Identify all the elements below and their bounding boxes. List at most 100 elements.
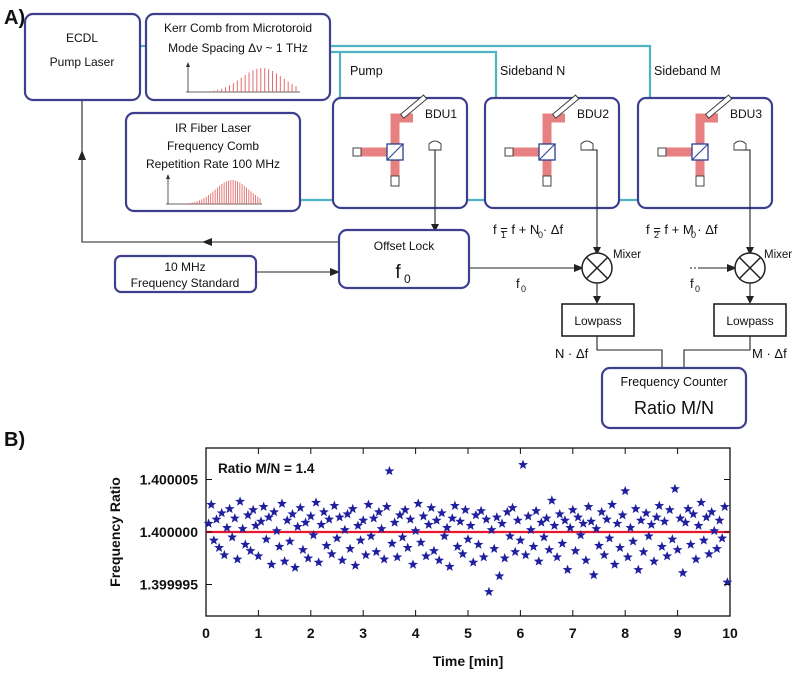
data-point xyxy=(347,503,358,514)
data-point xyxy=(491,512,502,522)
data-point xyxy=(342,508,353,519)
svg-text:f: f xyxy=(516,276,520,291)
data-point xyxy=(324,514,335,524)
data-point xyxy=(444,561,455,571)
bdu3-label: BDU3 xyxy=(730,107,762,121)
ecdl-pump-laser-box: ECDL Pump Laser xyxy=(23,12,142,102)
data-point xyxy=(455,516,466,526)
mixer-1-label: Mixer xyxy=(613,249,641,261)
n-delta-f-label: N · Δf xyxy=(555,346,589,361)
freq-std-line2: Frequency Standard xyxy=(131,276,240,290)
y-axis-ticks: 1.399995 1.400000 1.400005 xyxy=(140,472,730,593)
data-point xyxy=(353,520,363,530)
data-point xyxy=(680,517,691,527)
data-point xyxy=(457,548,468,559)
data-point xyxy=(240,539,251,549)
data-point xyxy=(300,517,311,527)
data-point xyxy=(465,520,476,530)
mixer-2-label: Mixer xyxy=(764,249,792,261)
mixer-2-icon xyxy=(734,252,766,284)
x-tick-label: 3 xyxy=(359,625,367,641)
data-point xyxy=(554,508,565,519)
data-point xyxy=(431,515,442,525)
data-point xyxy=(625,522,636,533)
data-point xyxy=(670,483,680,494)
data-point xyxy=(630,503,641,514)
data-point xyxy=(421,550,432,561)
data-point xyxy=(523,511,534,521)
data-point xyxy=(701,512,712,522)
data-point xyxy=(326,548,337,559)
data-point xyxy=(607,499,618,509)
sideband-m-label: Sideband M xyxy=(654,64,721,78)
data-point xyxy=(575,529,586,540)
data-point xyxy=(489,543,500,554)
data-point xyxy=(442,522,452,533)
data-point xyxy=(714,515,725,525)
lowpass-2-box: Lowpass xyxy=(713,303,787,337)
data-point xyxy=(297,544,308,555)
x-axis-label: Time [min] xyxy=(433,653,504,669)
svg-text:f: f xyxy=(690,276,694,291)
data-point xyxy=(628,536,639,546)
data-point xyxy=(376,523,387,534)
data-point xyxy=(402,542,413,552)
data-point xyxy=(499,553,510,563)
data-point xyxy=(649,556,659,566)
data-point xyxy=(368,513,379,523)
data-point xyxy=(549,520,560,530)
data-point xyxy=(690,554,701,564)
data-point xyxy=(722,577,733,587)
data-point xyxy=(711,543,722,554)
data-point xyxy=(578,518,589,528)
ir-laser-subtitle: Frequency Comb xyxy=(167,139,259,153)
offset-lock-f0: f xyxy=(395,262,401,283)
ir-spectrum-icon xyxy=(166,174,262,205)
data-point xyxy=(704,548,714,559)
data-point xyxy=(339,524,350,535)
data-point xyxy=(449,500,460,510)
bdu3-box: BDU3 xyxy=(636,95,774,210)
data-point xyxy=(643,531,654,541)
data-point xyxy=(693,520,704,530)
data-point xyxy=(224,503,235,514)
data-point xyxy=(295,502,306,513)
m-delta-f-label: M · Δf xyxy=(752,346,787,361)
data-point xyxy=(232,554,243,564)
data-point xyxy=(434,555,445,565)
x-tick-label: 7 xyxy=(569,625,577,641)
bdu2-label: BDU2 xyxy=(577,107,609,121)
feedback-wire xyxy=(78,100,338,246)
data-point xyxy=(447,513,458,523)
x-tick-label: 0 xyxy=(202,625,210,641)
data-point xyxy=(389,517,400,527)
data-point xyxy=(533,556,544,566)
data-point xyxy=(258,501,269,512)
data-point xyxy=(405,514,416,524)
data-point xyxy=(311,497,321,507)
data-point xyxy=(400,504,411,515)
data-point xyxy=(269,506,280,517)
data-point xyxy=(478,552,489,562)
data-point xyxy=(227,532,238,542)
data-point xyxy=(609,559,620,569)
data-point xyxy=(237,523,248,534)
ir-laser-rep-rate: Repetition Rate 100 MHz xyxy=(146,157,280,171)
svg-text:Lowpass: Lowpass xyxy=(574,314,621,328)
svg-text:1: 1 xyxy=(501,230,506,240)
data-point xyxy=(481,514,492,524)
data-point xyxy=(303,553,314,563)
data-point xyxy=(426,502,437,513)
data-point xyxy=(308,529,319,540)
data-point xyxy=(633,564,644,575)
data-point xyxy=(494,570,505,581)
data-point xyxy=(604,533,615,543)
frequency-standard-box: 10 MHz Frequency Standard xyxy=(113,254,258,294)
data-point xyxy=(641,507,652,518)
data-point xyxy=(536,517,547,527)
data-point xyxy=(541,513,552,523)
data-point xyxy=(525,524,536,535)
data-point xyxy=(222,522,232,533)
data-point xyxy=(646,519,657,529)
